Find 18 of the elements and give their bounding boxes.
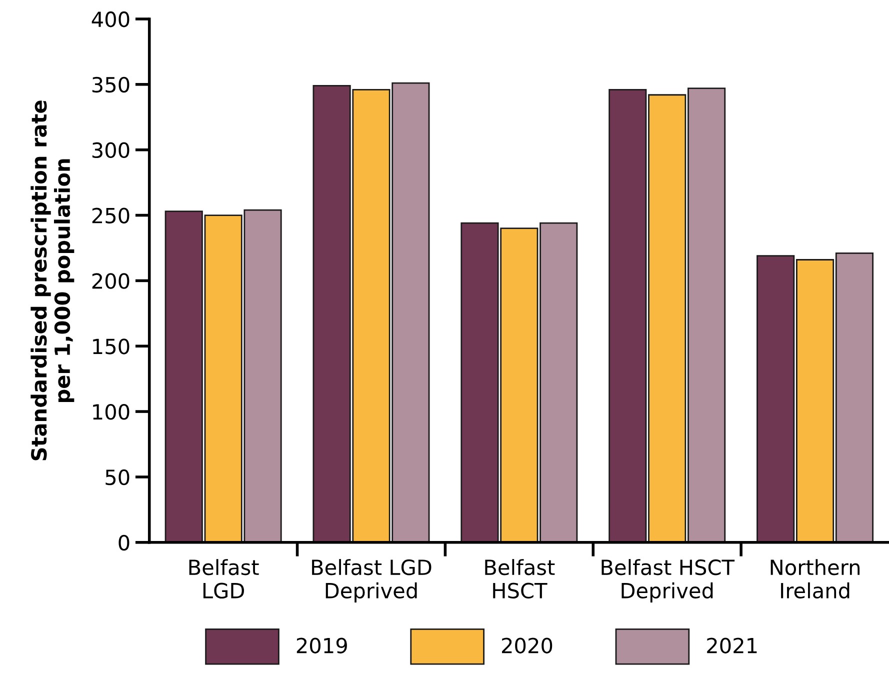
x-tick-label: Belfast HSCT Deprived [602, 559, 735, 603]
y-tick-label: 50 [106, 469, 130, 486]
legend-label: 2020 [502, 638, 552, 654]
y-tick-label: 300 [92, 142, 130, 158]
y-axis-title: Standardised prescription rate per 1,000 population [30, 100, 74, 460]
y-tick-label: 200 [92, 273, 130, 289]
y-tick-label: 350 [92, 76, 130, 93]
legend-label: 2019 [296, 638, 347, 654]
x-tick-label: Belfast HSCT [485, 559, 555, 599]
y-tick-label: 150 [93, 338, 130, 354]
x-tick-label: Belfast LGD [189, 559, 259, 599]
x-tick-label: Northern Ireland [770, 559, 860, 599]
y-tick-label: 0 [118, 534, 130, 551]
y-tick-label: 250 [92, 208, 130, 224]
y-tick-label: 100 [93, 404, 130, 420]
y-tick-label: 400 [92, 11, 130, 28]
legend-label: 2021 [707, 638, 757, 654]
x-tick-label: Belfast LGD Deprived [312, 559, 432, 603]
